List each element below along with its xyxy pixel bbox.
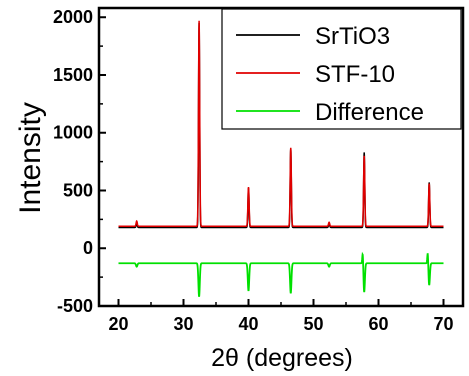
y-tick-label: 0	[83, 238, 93, 258]
series-line-srtio3	[118, 23, 444, 229]
x-tick-label: 50	[303, 314, 323, 334]
tick-labels: 20 30 40 50 60 70 -500 0 500 1000 1500 2000	[53, 7, 454, 334]
x-tick-label: 40	[238, 314, 258, 334]
x-tick-label: 60	[368, 314, 388, 334]
series-line-stf-10	[118, 20, 444, 228]
y-tick-label: 1000	[53, 123, 93, 143]
x-axis-title: 2θ (degrees)	[211, 344, 353, 372]
y-tick-label: 1500	[53, 65, 93, 85]
legend-box	[221, 8, 462, 130]
y-axis-title: Intensity	[14, 102, 47, 214]
x-tick-label: 30	[173, 314, 193, 334]
axis-ticks	[99, 16, 445, 307]
legend: SrTiO3 STF-10 Difference	[221, 8, 462, 130]
series-line-difference	[118, 251, 444, 297]
x-tick-label: 70	[433, 314, 453, 334]
x-tick-label: 20	[108, 314, 128, 334]
plot-lines	[118, 20, 444, 297]
legend-label: STF-10	[315, 61, 395, 88]
y-tick-label: 500	[63, 180, 93, 200]
y-tick-label: -500	[57, 296, 93, 316]
legend-label: SrTiO3	[315, 23, 390, 50]
legend-label: Difference	[315, 99, 424, 126]
y-tick-label: 2000	[53, 7, 93, 27]
legend-items: SrTiO3 STF-10 Difference	[236, 23, 424, 126]
